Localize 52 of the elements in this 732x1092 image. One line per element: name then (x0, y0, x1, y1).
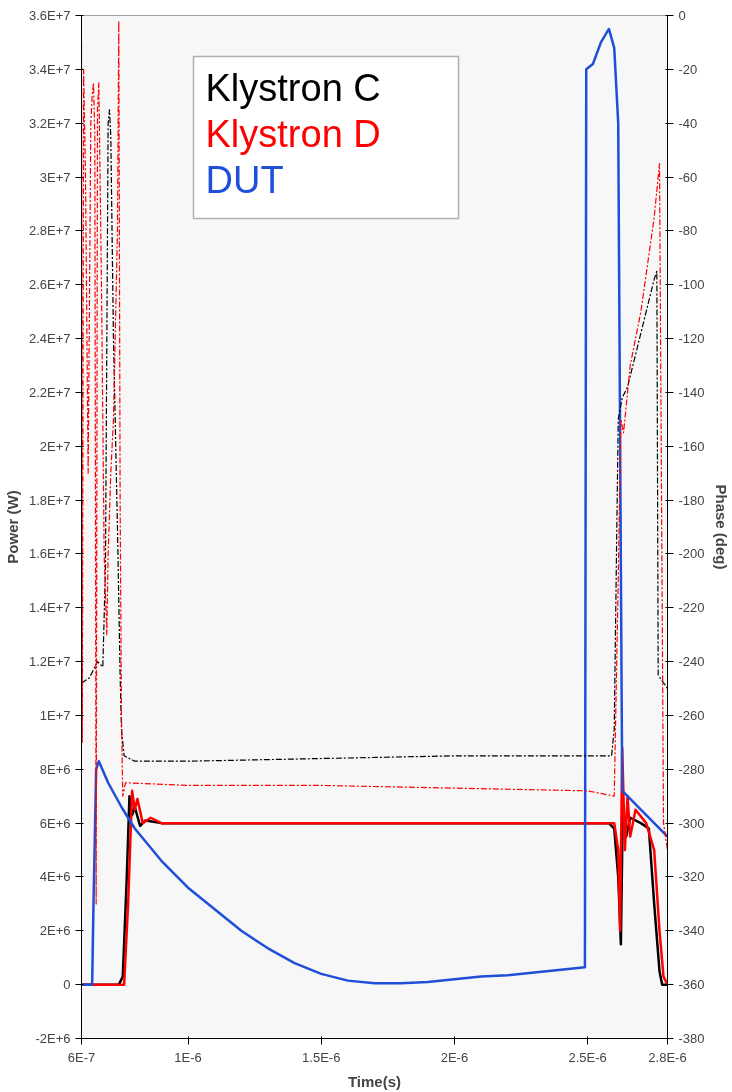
y2-tick-label: -80 (678, 223, 698, 239)
y2-tick-label: -280 (678, 761, 705, 777)
y-tick-label: 2E+7 (39, 438, 71, 454)
y-tick-label: 3.4E+7 (28, 61, 71, 77)
y2-tick-label: -140 (678, 384, 705, 400)
y2-tick-label: -100 (678, 277, 705, 293)
y-tick-label: 1.2E+7 (28, 654, 71, 670)
y-tick-label: 2.4E+7 (28, 331, 71, 347)
y2-tick-label: -260 (678, 707, 705, 723)
y-tick-label: 3.6E+7 (28, 8, 71, 23)
y-tick-label: 3.2E+7 (28, 115, 71, 131)
y-axis-title: Power (W) (3, 490, 21, 564)
y-tick-label: -2E+6 (35, 1031, 71, 1046)
y-tick-label: 2.2E+7 (28, 384, 71, 400)
y-tick-label: 8E+6 (39, 761, 71, 777)
x-tick-label: 1.5E-6 (302, 1049, 341, 1065)
y2-tick-label: -300 (678, 815, 705, 831)
y2-tick-label: -240 (678, 654, 705, 670)
y2-tick-label: -360 (678, 977, 705, 993)
y2-tick-label: -200 (678, 546, 705, 562)
text: Klystron C (205, 66, 381, 109)
y-tick-label: 1.8E+7 (28, 492, 71, 508)
y-tick-label: 0 (63, 977, 71, 993)
y2-tick-label: -60 (678, 169, 698, 185)
y-tick-label: 1.6E+7 (28, 546, 71, 562)
y2-tick-label: 0 (678, 8, 686, 23)
y-tick-label: 2.6E+7 (28, 277, 71, 293)
y2-tick-label: -380 (678, 1031, 705, 1046)
text: Klystron D (205, 112, 381, 155)
x-axis-title: Time(s) (347, 1072, 402, 1090)
y2-tick-label: -120 (678, 331, 705, 347)
y-tick-label: 2E+6 (39, 923, 71, 939)
y-tick-label: 1E+7 (39, 707, 71, 723)
y2-axis-title: Phase (deg) (712, 484, 730, 570)
y-tick-label: 2.8E+7 (28, 223, 71, 239)
x-tick-label: 1E-6 (174, 1049, 202, 1065)
y2-tick-label: -340 (678, 923, 705, 939)
y2-tick-label: -20 (678, 61, 698, 77)
y2-tick-label: -40 (678, 115, 698, 131)
y-tick-label: 1.4E+7 (28, 600, 71, 616)
y2-tick-label: -180 (678, 492, 705, 508)
y2-tick-label: -220 (678, 600, 705, 616)
x-tick-label: 2E-6 (440, 1049, 469, 1065)
y-tick-label: 4E+6 (39, 869, 71, 885)
x-tick-label: 2.8E-6 (648, 1049, 687, 1065)
y2-tick-label: -160 (678, 438, 705, 454)
x-tick-label: 6E-7 (67, 1049, 96, 1065)
x-tick-label: 2.5E-6 (568, 1049, 607, 1065)
text: DUT (205, 158, 284, 201)
y2-tick-label: -320 (678, 869, 705, 885)
y-tick-label: 3E+7 (39, 169, 71, 185)
y-tick-label: 6E+6 (39, 815, 71, 831)
